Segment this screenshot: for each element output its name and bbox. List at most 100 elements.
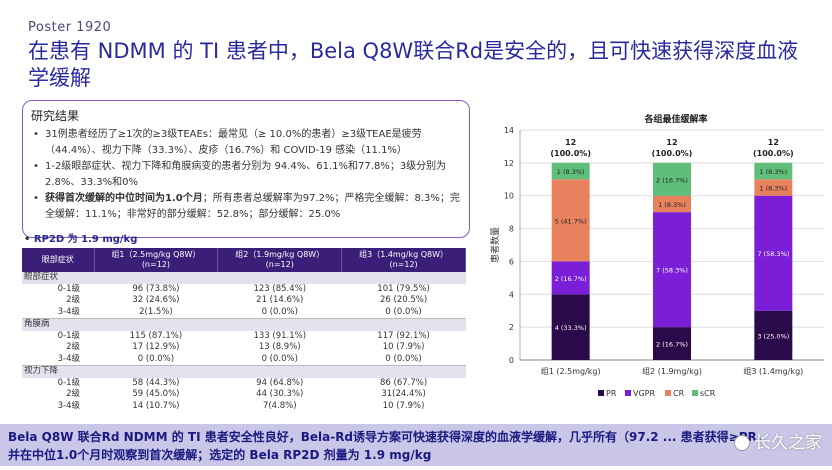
result-response: 获得首次缓解的中位时间为1.0个月；所有患者总缓解率为97.2%；严格完全缓解：…: [33, 191, 461, 223]
legend-label: CR: [673, 389, 685, 398]
best-response-chart: 各组最佳缓解率 0 2 4 6 8 10 12 14 患者数量 4 (33.3%) 2 (16.7%)…: [489, 113, 824, 398]
col-header-group2: 组2（1.9mg/kg Q8W） (n=12): [217, 248, 343, 272]
bar-segment-label: 7 (58.3%): [757, 250, 789, 258]
table-row: 0-1级 115 (87.1%) 133 (91.1%) 117 (92.1%): [22, 331, 466, 343]
table-cell: 3-4级: [57, 306, 80, 317]
x-tick-label: 组1 (2.5mg/kg): [541, 366, 601, 376]
footer-banner: Bela Q8W 联合Rd NDMM 的 TI 患者安全性良好，Bela-Rd诱…: [0, 424, 832, 466]
result-teae: 31例患者经历了≥1次的≥3级TEAEs：最常见（≥ 10.0%的患者）≥3级T…: [33, 127, 461, 159]
table-cell: 21 (14.6%): [256, 295, 304, 305]
y-tick-label: 6: [509, 257, 514, 266]
table-group-row: 视力下降: [22, 365, 466, 378]
watermark: 长久之家: [734, 428, 822, 453]
table-cell: 7(4.8%): [262, 400, 297, 411]
y-tick-label: 14: [504, 126, 514, 135]
table-cell: 10 (7.9%): [382, 342, 425, 352]
result-response-highlight: 获得首次缓解的中位时间为1.0个月: [45, 193, 203, 204]
watermark-text: 长久之家: [754, 433, 822, 453]
table-cell: 115 (87.1%): [129, 330, 183, 341]
y-tick-label: 0: [509, 356, 514, 365]
table-cell: 0-1级: [57, 377, 80, 388]
y-tick-label: 2: [509, 323, 514, 332]
bar-segment: [754, 310, 793, 360]
table-group-label: 视力下降: [22, 365, 466, 378]
table-cell: 26 (20.5%): [380, 295, 428, 305]
table-cell: 123 (85.4%): [253, 283, 307, 294]
table-cell: 0 (0.0%): [137, 353, 175, 364]
table-cell: 101 (79.5%): [377, 283, 430, 294]
table-row: 3-4级 14 (10.7%) 7(4.8%) 10 (7.9%): [22, 401, 466, 413]
y-tick-label: 4: [509, 290, 514, 299]
legend-label: VGPR: [633, 389, 655, 398]
table-row: 2级 32 (24.6%) 21 (14.6%) 26 (20.5%): [22, 295, 466, 307]
table-cell: 86 (67.7%): [380, 377, 428, 388]
bar-segment-label: 7 (58.3%): [656, 267, 688, 275]
bar-segment-label: 1 (8.3%): [759, 168, 787, 176]
table-group-row: 眼部症状: [22, 272, 466, 284]
bar-segment: [653, 195, 691, 213]
adverse-events-table: 眼部症状 组1（2.5mg/kg Q8W） (n=12) 组2（1.9mg/kg …: [22, 248, 466, 412]
legend-swatch: [692, 390, 698, 396]
bar-segment-label: 1 (8.3%): [658, 201, 686, 209]
table-row: 2级 17 (12.9%) 13 (8.9%) 10 (7.9%): [22, 342, 466, 354]
table-cell: 2(1.5%): [139, 306, 173, 317]
table-row: 0-1级 96 (73.8%) 123 (85.4%) 101 (79.5%): [22, 284, 466, 296]
bar-total-count: 12: [768, 138, 779, 147]
table-cell: 0-1级: [57, 283, 80, 294]
table-cell: 3-4级: [57, 353, 80, 364]
bar-segment-label: 1 (8.3%): [759, 185, 787, 193]
table-body: 眼部症状 0-1级 96 (73.8%) 123 (85.4%) 101 (79.5%)…: [22, 272, 466, 412]
table-cell: 96 (73.8%): [132, 283, 180, 294]
table-cell: 2级: [66, 342, 80, 352]
bar-segment: [754, 195, 793, 311]
bar-segment-label: 3 (25.0%): [757, 332, 789, 340]
table-cell: 0 (0.0%): [385, 353, 422, 364]
footer-text: Bela Q8W 联合Rd NDMM 的 TI 患者安全性良好，Bela-Rd诱…: [8, 430, 769, 462]
bar-segment: [754, 162, 793, 180]
y-tick-label: 12: [504, 159, 514, 168]
rp2d-note: RP2D 为 1.9 mg/kg: [24, 230, 138, 245]
col-header-group3: 组3（1.4mg/kg Q8W） (n=12): [341, 248, 466, 272]
table-cell: 31(24.4%): [381, 389, 426, 399]
table-cell: 14 (10.7%): [132, 400, 180, 411]
bar-segment-label: 1 (8.3%): [557, 168, 585, 176]
legend-swatch: [598, 390, 604, 396]
table-cell: 58 (44.3%): [132, 377, 180, 388]
table-row: 3-4级 0 (0.0%) 0 (0.0%) 0 (0.0%): [22, 354, 466, 366]
table-cell: 0 (0.0%): [385, 306, 422, 317]
table-cell: 13 (8.9%): [258, 342, 301, 352]
table-cell: 94 (64.8%): [256, 377, 304, 388]
results-heading: 研究结果: [31, 109, 80, 123]
table-cell: 0 (0.0%): [261, 353, 298, 364]
result-response-text: ；所有患者总缓解率为97.2%；严格完全缓解：8.3%；完全缓解：11.1%；非…: [45, 193, 460, 220]
y-tick-label: 8: [509, 225, 514, 234]
legend-swatch: [625, 390, 631, 396]
legend-label: PR: [606, 389, 617, 398]
table-cell: 10 (7.9%): [382, 400, 425, 411]
table-cell: 2级: [66, 295, 80, 305]
table-row: 0-1级 58 (44.3%) 94 (64.8%) 86 (67.7%): [22, 378, 466, 390]
bar-segment: [551, 261, 590, 295]
table-row: 2级 59 (45.0%) 44 (30.3%) 31(24.4%): [22, 389, 466, 401]
poster-tag: Poster 1920: [28, 20, 112, 35]
chart-title: 各组最佳缓解率: [643, 113, 707, 125]
bar-total-count: 12: [565, 138, 576, 147]
bar-segment: [551, 294, 590, 360]
y-tick-label: 10: [504, 192, 514, 201]
bar-segment: [551, 162, 590, 180]
table-cell: 3-4级: [57, 400, 80, 411]
table-group-row: 角膜病: [22, 318, 466, 331]
result-ocular: 1-2级眼部症状、视力下降和角膜病变的患者分别为 94.4%、61.1%和77.…: [33, 159, 461, 191]
table-cell: 133 (91.1%): [253, 330, 307, 341]
bar-segment: [653, 327, 691, 360]
results-box: 研究结果 31例患者经历了≥1次的≥3级TEAEs：最常见（≥ 10.0%的患者…: [22, 100, 470, 238]
table-cell: 117 (92.1%): [377, 330, 430, 341]
table-cell: 0-1级: [57, 330, 80, 341]
y-axis-label: 患者数量: [489, 227, 501, 263]
bar-total-percent: (100.0%): [753, 149, 794, 158]
results-list: 31例患者经历了≥1次的≥3级TEAEs：最常见（≥ 10.0%的患者）≥3级T…: [31, 127, 461, 223]
table-cell: 44 (30.3%): [256, 389, 304, 399]
table-group-label: 眼部症状: [22, 272, 466, 284]
bar-total-percent: (100.0%): [652, 149, 693, 158]
x-tick-label: 组3 (1.4mg/kg): [743, 366, 803, 376]
